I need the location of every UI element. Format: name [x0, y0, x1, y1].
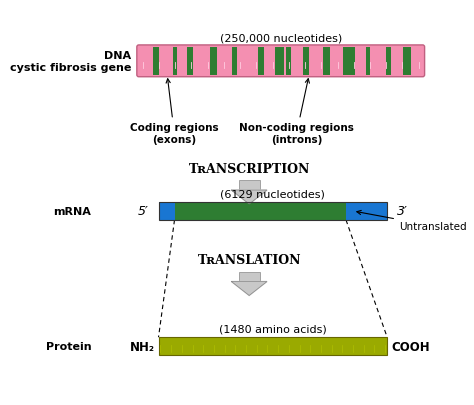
FancyBboxPatch shape: [137, 46, 425, 77]
Bar: [366, 48, 370, 76]
Bar: [158, 202, 174, 220]
Text: 5′: 5′: [138, 205, 149, 218]
Text: TʀANSCRIPTION: TʀANSCRIPTION: [189, 162, 310, 175]
Text: (6129 nucleotides): (6129 nucleotides): [220, 189, 325, 198]
Bar: [275, 48, 283, 76]
Bar: [403, 48, 411, 76]
Polygon shape: [231, 282, 267, 296]
Bar: [174, 202, 346, 220]
Text: Coding regions
(exons): Coding regions (exons): [130, 79, 219, 145]
Bar: [187, 48, 193, 76]
Text: Protein: Protein: [46, 341, 91, 351]
Bar: [343, 48, 355, 76]
Bar: [286, 48, 291, 76]
Polygon shape: [231, 191, 267, 205]
Bar: [232, 48, 237, 76]
Bar: [386, 48, 392, 76]
Text: Non-coding regions
(introns): Non-coding regions (introns): [239, 79, 354, 145]
Text: COOH: COOH: [391, 340, 430, 353]
Bar: [346, 202, 387, 220]
Text: mRNA: mRNA: [54, 207, 91, 216]
Bar: [173, 48, 177, 76]
Text: (1480 amino acids): (1480 amino acids): [219, 324, 327, 333]
Bar: [258, 48, 264, 76]
Bar: [210, 48, 217, 76]
Text: TʀANSLATION: TʀANSLATION: [198, 254, 301, 266]
Text: 3′: 3′: [397, 205, 408, 218]
Bar: [303, 48, 309, 76]
Bar: [153, 48, 159, 76]
Bar: [323, 48, 330, 76]
Bar: [238, 181, 260, 191]
Text: (250,000 nucleotides): (250,000 nucleotides): [219, 33, 342, 43]
Bar: [238, 272, 260, 282]
Text: NH₂: NH₂: [129, 340, 155, 353]
Text: Untranslated: Untranslated: [357, 211, 466, 231]
Bar: [158, 337, 387, 355]
Text: DNA
cystic fibrosis gene: DNA cystic fibrosis gene: [9, 51, 131, 72]
Bar: [158, 202, 387, 220]
